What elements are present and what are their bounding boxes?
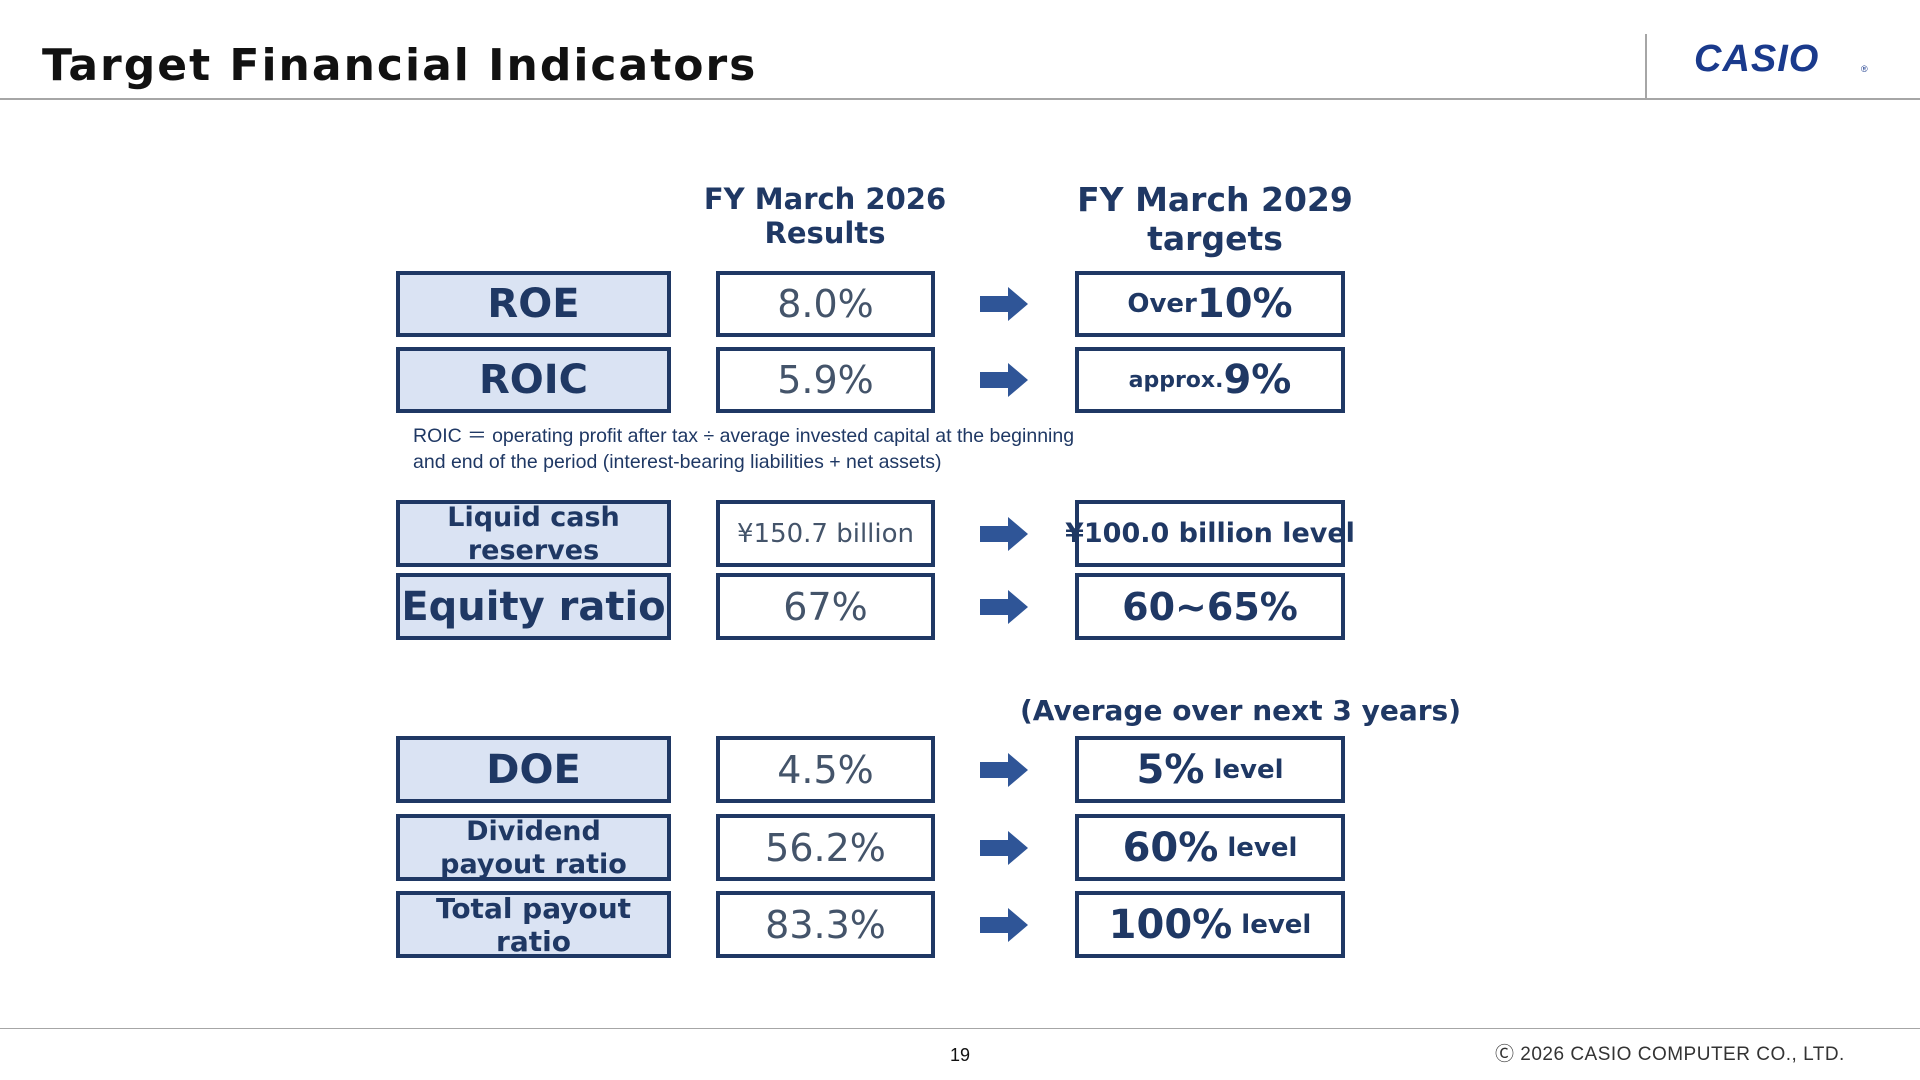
equity-target: 60~65%	[1075, 573, 1345, 640]
total-payout-result: 83.3%	[716, 891, 935, 958]
roe-target-value: 10%	[1196, 281, 1293, 327]
roic-note-line1: ROIC ＝ operating profit after tax ÷ aver…	[413, 425, 1075, 447]
total-payout-target: 100% level	[1075, 891, 1345, 958]
cash-result: ¥150.7 billion	[716, 500, 935, 567]
average-note: (Average over next 3 years)	[1020, 694, 1461, 727]
doe-result: 4.5%	[716, 736, 935, 803]
doe-label: DOE	[396, 736, 671, 803]
roic-definition-note: ROIC ＝ operating profit after tax ÷ aver…	[413, 423, 1173, 475]
right-arrow-icon	[980, 517, 1028, 551]
page-title: Target Financial Indicators	[42, 40, 758, 91]
right-arrow-icon	[980, 908, 1028, 942]
results-header-line2: Results	[764, 216, 886, 250]
total-payout-target-suffix: level	[1232, 909, 1312, 940]
roe-label: ROE	[396, 271, 671, 337]
total-payout-label: Total payout ratio	[396, 891, 671, 958]
right-arrow-icon	[980, 831, 1028, 865]
column-header-targets: FY March 2029 targets	[1075, 180, 1355, 258]
right-arrow-icon	[980, 287, 1028, 321]
roic-target: approx. 9%	[1075, 347, 1345, 413]
equity-label: Equity ratio	[396, 573, 671, 640]
results-header-line1: FY March 2026	[703, 182, 947, 216]
cash-label-line2: reserves	[467, 534, 600, 566]
total-payout-target-value: 100%	[1108, 901, 1233, 948]
column-header-results: FY March 2026 Results	[700, 182, 950, 250]
registered-mark: ®	[1861, 64, 1868, 74]
right-arrow-icon	[980, 363, 1028, 397]
cash-label: Liquid cash reserves	[396, 500, 671, 567]
right-arrow-icon	[980, 590, 1028, 624]
cash-label-line1: Liquid cash	[447, 501, 620, 533]
targets-header-line1: FY March 2029	[1077, 180, 1353, 219]
dividend-target-suffix: level	[1218, 832, 1298, 863]
doe-target-value: 5%	[1136, 746, 1205, 793]
doe-target-suffix: level	[1204, 754, 1284, 785]
doe-target: 5% level	[1075, 736, 1345, 803]
dividend-target: 60% level	[1075, 814, 1345, 881]
copyright: Ⓒ 2026 CASIO COMPUTER CO., LTD.	[1495, 1044, 1845, 1065]
roic-target-value: 9%	[1223, 357, 1292, 403]
targets-header-line2: targets	[1147, 219, 1283, 258]
dividend-target-value: 60%	[1122, 824, 1219, 871]
roic-label: ROIC	[396, 347, 671, 413]
roic-result: 5.9%	[716, 347, 935, 413]
roic-target-prefix: approx.	[1128, 367, 1224, 393]
roe-target-prefix: Over	[1127, 289, 1197, 319]
casio-logo: CASIO	[1694, 38, 1820, 80]
dividend-label-line1: Dividend	[466, 815, 601, 847]
roe-result: 8.0%	[716, 271, 935, 337]
footer-rule	[0, 1028, 1920, 1029]
cash-target: ¥100.0 billion level	[1065, 500, 1355, 567]
dividend-label: Dividend payout ratio	[396, 814, 671, 881]
roic-note-line2: and end of the period (interest-bearing …	[413, 451, 942, 473]
equity-result: 67%	[716, 573, 935, 640]
header-divider	[1645, 34, 1647, 98]
right-arrow-icon	[980, 753, 1028, 787]
dividend-result: 56.2%	[716, 814, 935, 881]
dividend-label-line2: payout ratio	[440, 848, 627, 880]
page-number: 19	[950, 1045, 971, 1065]
roe-target: Over 10%	[1075, 271, 1345, 337]
header-rule	[0, 98, 1920, 100]
